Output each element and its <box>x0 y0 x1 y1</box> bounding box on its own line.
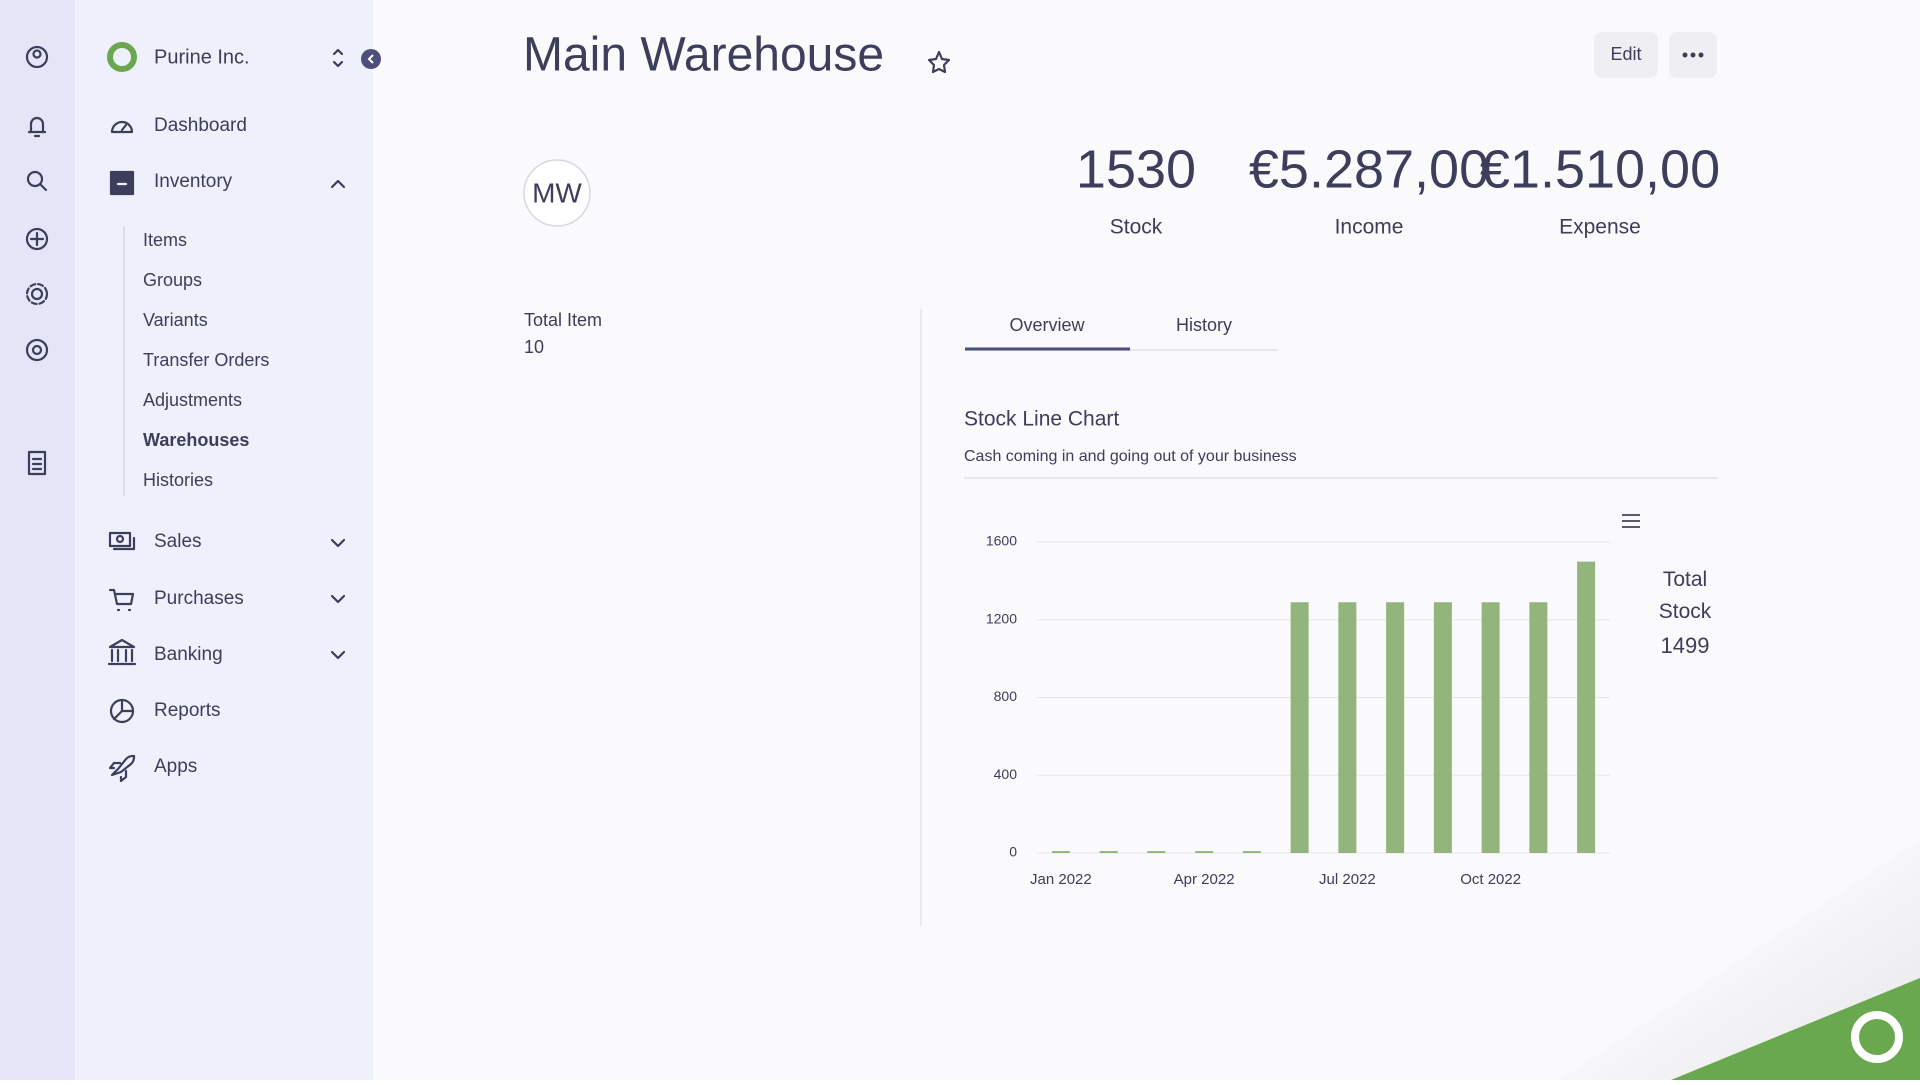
corner-accent <box>1671 978 1920 1080</box>
nav-item[interactable]: Dashboard <box>154 115 247 136</box>
corner-logo <box>1851 1011 1903 1063</box>
legend-value: 1499 <box>1661 633 1710 658</box>
stat-value: €5.287,00 <box>1249 139 1489 199</box>
x-tick-label: Oct 2022 <box>1460 871 1521 888</box>
favorite-star[interactable] <box>927 50 951 74</box>
bar <box>1338 602 1357 853</box>
rail-icons[interactable] <box>25 45 49 476</box>
nav-item[interactable]: Purchases <box>154 588 244 609</box>
nav-item[interactable]: Reports <box>154 700 221 721</box>
company-name[interactable]: Purine Inc. <box>154 46 250 68</box>
subnav-item[interactable]: Groups <box>143 270 202 290</box>
y-tick-label: 1200 <box>986 610 1017 626</box>
more-icon <box>1682 52 1704 58</box>
bar <box>1099 851 1118 853</box>
bar <box>1577 561 1596 853</box>
plot: 0 400 800 1200 1600 Total Stock 1499 Jan 2022 Apr… <box>986 533 1712 888</box>
brand-logo <box>107 42 137 72</box>
subnav-item[interactable]: Items <box>143 230 187 250</box>
page-title: Main Warehouse <box>523 29 884 82</box>
y-tick-label: 800 <box>994 688 1018 704</box>
avatar <box>523 159 591 227</box>
stat-value: 1530 <box>1076 139 1196 199</box>
bar <box>1290 602 1309 853</box>
stat-value: €1.510,00 <box>1480 139 1720 199</box>
subnav-item[interactable]: Variants <box>143 310 208 330</box>
nav-item[interactable]: Apps <box>154 756 197 777</box>
bar <box>1147 851 1166 853</box>
subnav-item[interactable]: Histories <box>143 470 213 490</box>
x-tick-label: Apr 2022 <box>1174 871 1235 888</box>
bar <box>1195 851 1214 853</box>
legend-label[interactable]: Total Stock <box>1659 568 1712 623</box>
collapse-button[interactable] <box>361 49 381 69</box>
y-tick-label: 400 <box>994 766 1018 782</box>
icon-rail <box>0 0 75 1080</box>
collapse-icon <box>367 54 374 64</box>
avatar-initials: MW <box>532 177 582 208</box>
bar <box>1433 602 1452 853</box>
chevron-up[interactable] <box>330 179 346 189</box>
subnav-item[interactable]: Adjustments <box>143 390 242 410</box>
edit-label[interactable]: Edit <box>1610 44 1641 64</box>
x-tick-label: Jul 2022 <box>1319 871 1376 888</box>
subnav-item[interactable]: Transfer Orders <box>143 350 269 370</box>
stat-label: Stock <box>1110 216 1163 239</box>
sidebar <box>75 0 373 1080</box>
detail-value: 10 <box>524 337 544 357</box>
chevron-down[interactable] <box>330 538 346 548</box>
tab[interactable]: Overview <box>1009 315 1085 335</box>
stats: 1530 Stock €5.287,00 Income €1.510,00 Ex… <box>1076 139 1720 238</box>
edit-button[interactable] <box>1594 32 1658 78</box>
bar <box>1529 602 1548 853</box>
chevron-down[interactable] <box>330 650 346 660</box>
bar <box>1481 602 1500 853</box>
stat-label: Expense <box>1559 216 1641 239</box>
stat-label: Income <box>1335 216 1404 239</box>
switch-icon[interactable] <box>332 48 344 68</box>
nav-icons <box>107 120 137 783</box>
bar <box>1242 851 1261 853</box>
nav-item[interactable]: Inventory <box>154 171 233 192</box>
nav-item[interactable]: Banking <box>154 644 223 665</box>
detail-label: Total Item <box>524 310 602 330</box>
y-tick-label: 1600 <box>986 533 1017 549</box>
x-tick-label: Jan 2022 <box>1030 871 1092 888</box>
bar <box>1051 851 1070 853</box>
bar <box>1386 602 1405 853</box>
chart-title: Stock Line Chart <box>964 408 1119 431</box>
tab[interactable]: History <box>1176 315 1232 335</box>
subnav-item[interactable]: Warehouses <box>143 430 249 450</box>
chart-subtitle: Cash coming in and going out of your bus… <box>964 448 1297 465</box>
nav-item[interactable]: Sales <box>154 531 202 552</box>
chevron-down[interactable] <box>330 594 346 604</box>
y-tick-label: 0 <box>1009 844 1017 860</box>
chart-menu[interactable] <box>1622 514 1640 528</box>
